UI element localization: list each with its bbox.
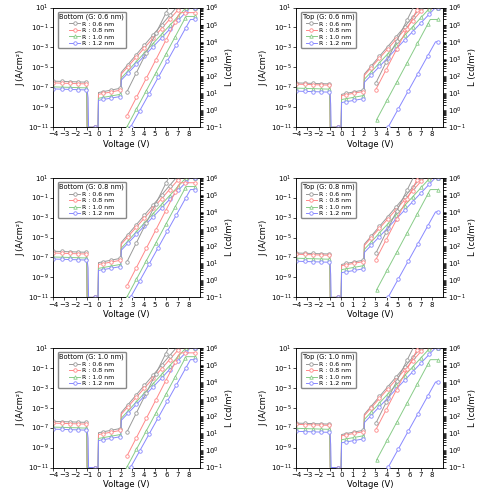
Legend: R : 0.6 nm, R : 0.8 nm, R : 1.0 nm, R : 1.2 nm: R : 0.6 nm, R : 0.8 nm, R : 1.0 nm, R : …: [58, 352, 126, 389]
Legend: R : 0.6 nm, R : 0.8 nm, R : 1.0 nm, R : 1.2 nm: R : 0.6 nm, R : 0.8 nm, R : 1.0 nm, R : …: [58, 12, 126, 48]
X-axis label: Voltage (V): Voltage (V): [104, 140, 150, 149]
Y-axis label: J (A/cm²): J (A/cm²): [259, 390, 268, 426]
X-axis label: Voltage (V): Voltage (V): [347, 480, 393, 490]
Y-axis label: J (A/cm²): J (A/cm²): [16, 390, 25, 426]
Y-axis label: L (cd/m²): L (cd/m²): [468, 48, 477, 86]
X-axis label: Voltage (V): Voltage (V): [104, 310, 150, 320]
Legend: R : 0.6 nm, R : 0.8 nm, R : 1.0 nm, R : 1.2 nm: R : 0.6 nm, R : 0.8 nm, R : 1.0 nm, R : …: [301, 182, 356, 218]
Y-axis label: L (cd/m²): L (cd/m²): [225, 48, 234, 86]
Legend: R : 0.6 nm, R : 0.8 nm, R : 1.0 nm, R : 1.2 nm: R : 0.6 nm, R : 0.8 nm, R : 1.0 nm, R : …: [301, 12, 356, 48]
Y-axis label: L (cd/m²): L (cd/m²): [468, 388, 477, 426]
Y-axis label: J (A/cm²): J (A/cm²): [259, 50, 268, 86]
Legend: R : 0.6 nm, R : 0.8 nm, R : 1.0 nm, R : 1.2 nm: R : 0.6 nm, R : 0.8 nm, R : 1.0 nm, R : …: [301, 352, 356, 389]
Y-axis label: L (cd/m²): L (cd/m²): [468, 218, 477, 256]
X-axis label: Voltage (V): Voltage (V): [347, 310, 393, 320]
X-axis label: Voltage (V): Voltage (V): [104, 480, 150, 490]
X-axis label: Voltage (V): Voltage (V): [347, 140, 393, 149]
Y-axis label: L (cd/m²): L (cd/m²): [225, 218, 234, 256]
Legend: R : 0.6 nm, R : 0.8 nm, R : 1.0 nm, R : 1.2 nm: R : 0.6 nm, R : 0.8 nm, R : 1.0 nm, R : …: [58, 182, 126, 218]
Y-axis label: L (cd/m²): L (cd/m²): [225, 388, 234, 426]
Y-axis label: J (A/cm²): J (A/cm²): [16, 220, 25, 256]
Y-axis label: J (A/cm²): J (A/cm²): [259, 220, 268, 256]
Y-axis label: J (A/cm²): J (A/cm²): [16, 50, 25, 86]
